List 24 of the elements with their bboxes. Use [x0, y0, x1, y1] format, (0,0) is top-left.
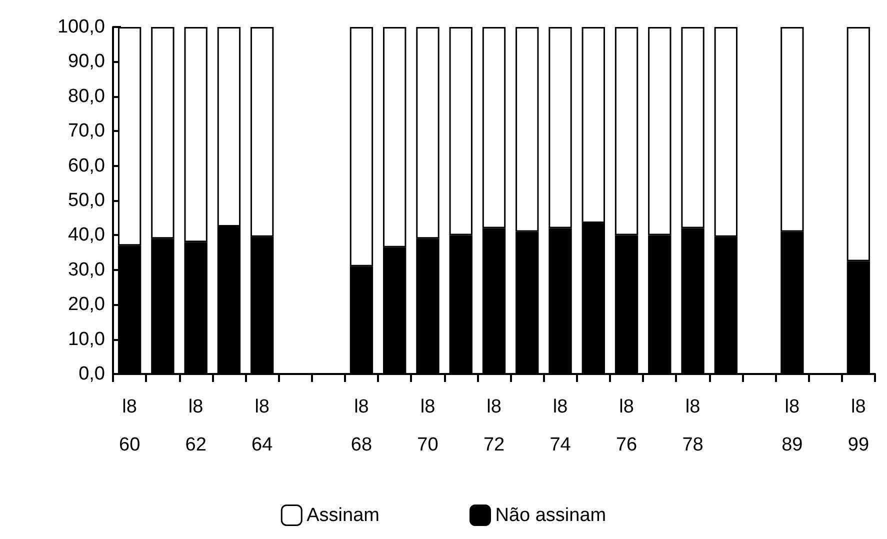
- x-tick-label: l8 78: [682, 396, 704, 456]
- x-tick-label: l8 72: [483, 396, 505, 456]
- legend-label: Assinam: [306, 504, 380, 526]
- legend-label: Não assinam: [495, 504, 606, 526]
- x-tick-label: l8 70: [417, 396, 438, 456]
- x-tick-label: l8 68: [350, 396, 372, 456]
- y-tick-label: 40,0: [68, 224, 105, 246]
- x-tick-label: l8 74: [550, 396, 572, 456]
- y-tick-label: 60,0: [68, 155, 105, 176]
- x-tick-label: l8 99: [848, 396, 870, 456]
- x-tick-label: l8 64: [252, 396, 274, 456]
- y-tick-label: 70,0: [68, 120, 105, 142]
- y-tick-label: 30,0: [68, 259, 105, 280]
- y-tick-label: 90,0: [68, 51, 105, 72]
- y-tick-label: 100,0: [57, 16, 105, 38]
- y-tick-label: 20,0: [68, 294, 105, 316]
- y-tick-label: 10,0: [68, 328, 105, 350]
- x-tick-label: l8 62: [185, 396, 206, 456]
- x-tick-label: l8 76: [616, 396, 638, 456]
- y-tick-label: 50,0: [68, 190, 105, 211]
- x-tick-label: l8 60: [118, 396, 140, 456]
- y-tick-label: 0,0: [78, 364, 105, 384]
- x-tick-label: l8 89: [782, 396, 803, 456]
- y-tick-label: 80,0: [68, 86, 105, 107]
